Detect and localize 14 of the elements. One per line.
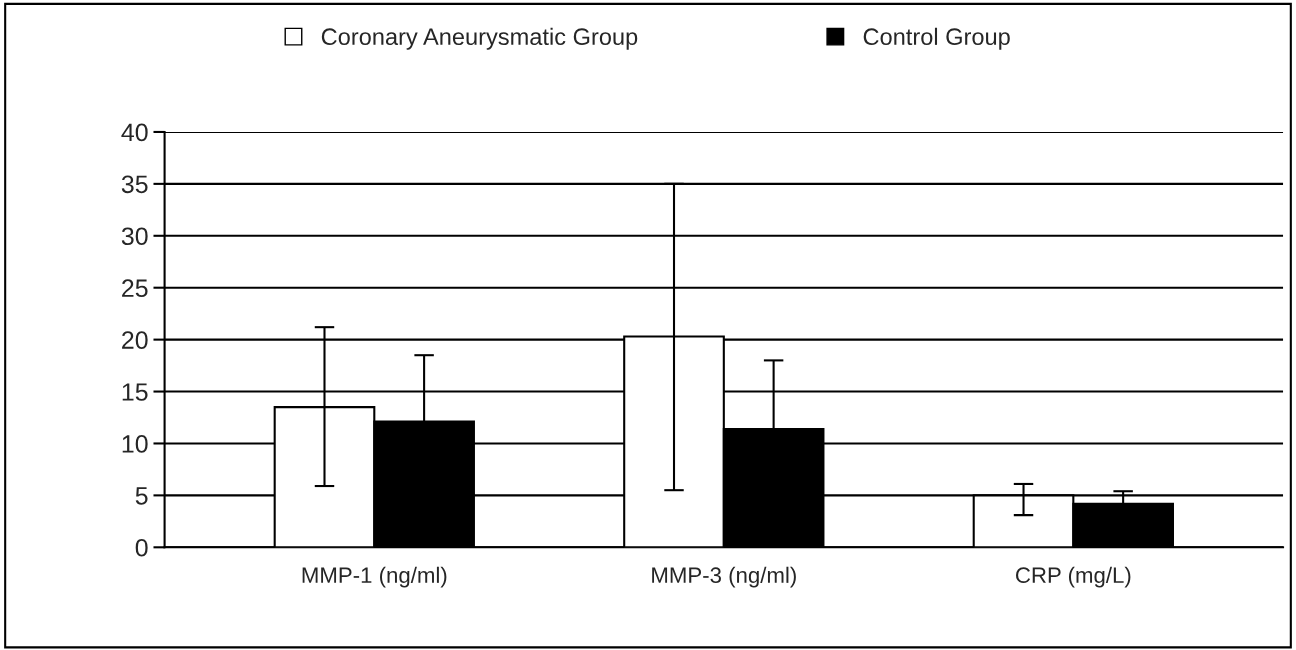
y-tick-label: 40 — [121, 123, 148, 142]
y-tick-label: 15 — [122, 383, 148, 401]
y-tick-label: 5 — [135, 487, 148, 505]
y-tick-label: 25 — [122, 279, 148, 298]
y-tick-label: 30 — [121, 227, 148, 246]
x-tick-label: CRP (mg/L) — [1016, 566, 1131, 588]
y-tick-label: 35 — [121, 175, 148, 194]
y-tick-label: 20 — [122, 331, 148, 349]
y-tick-label: 0 — [135, 538, 148, 557]
y-tick-label: 10 — [122, 435, 148, 453]
x-tick-label: MMP-1 (ng/ml) — [302, 566, 447, 588]
legend-label: Control Group — [863, 27, 1010, 50]
legend-label: Coronary Aneurysmatic Group — [321, 27, 638, 50]
x-tick-label: MMP-3 (ng/ml) — [652, 566, 796, 588]
